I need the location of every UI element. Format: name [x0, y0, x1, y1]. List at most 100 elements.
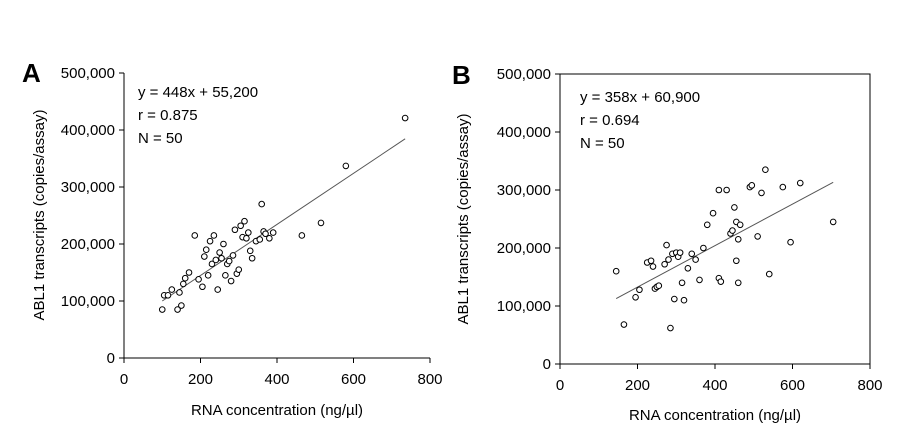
- data-point: [222, 272, 229, 279]
- data-point: [734, 236, 742, 243]
- data-point: [401, 114, 409, 122]
- data-point: [245, 229, 252, 236]
- data-point: [715, 186, 723, 194]
- data-point: [174, 306, 181, 313]
- data-point: [216, 249, 223, 256]
- y-tick-label: 400,000: [61, 122, 115, 139]
- annotation-text: r = 0.875: [138, 107, 198, 124]
- data-point: [201, 253, 208, 260]
- data-point: [179, 280, 187, 288]
- data-point: [229, 252, 237, 259]
- y-tick-label: 100,000: [61, 293, 115, 310]
- data-point: [317, 219, 325, 227]
- data-point: [765, 270, 773, 278]
- data-point: [700, 244, 707, 252]
- data-point: [248, 254, 256, 262]
- data-point: [649, 263, 657, 270]
- data-point: [655, 282, 663, 290]
- x-tick-label: 800: [857, 377, 882, 394]
- data-point: [218, 254, 225, 262]
- y-tick-label: 100,000: [497, 298, 551, 315]
- data-point: [796, 179, 804, 187]
- data-point: [696, 276, 703, 284]
- y-tick-label: 0: [107, 350, 115, 367]
- data-point: [688, 250, 696, 258]
- x-tick-label: 0: [120, 371, 128, 388]
- y-tick-label: 500,000: [61, 65, 115, 82]
- data-point: [676, 249, 684, 256]
- data-point: [703, 221, 711, 229]
- annotation-text: r = 0.694: [580, 112, 640, 129]
- annotation-text: y = 448x + 55,200: [138, 84, 258, 101]
- data-point: [168, 286, 176, 293]
- data-point: [684, 265, 692, 272]
- data-point: [678, 279, 686, 287]
- data-point: [829, 218, 837, 226]
- data-point: [181, 274, 189, 282]
- data-point: [214, 286, 222, 293]
- data-point: [176, 289, 183, 296]
- data-point: [191, 232, 199, 239]
- data-point: [736, 221, 744, 229]
- data-point: [231, 226, 239, 234]
- y-tick-label: 500,000: [497, 66, 551, 83]
- x-tick-label: 600: [341, 371, 366, 388]
- data-point: [210, 232, 218, 239]
- data-point: [663, 241, 670, 249]
- x-tick-label: 800: [417, 371, 442, 388]
- y-axis-title: ABL1 transcripts (copies/assay): [31, 110, 48, 321]
- data-point: [723, 186, 730, 194]
- data-point: [636, 286, 643, 294]
- x-tick-label: 200: [188, 371, 213, 388]
- x-tick-label: 600: [780, 377, 805, 394]
- data-point: [243, 235, 250, 242]
- panel-label: A: [22, 58, 41, 88]
- data-point: [717, 278, 725, 285]
- data-point: [733, 257, 740, 265]
- data-point: [647, 257, 655, 265]
- data-point: [241, 217, 248, 225]
- data-point: [269, 229, 277, 236]
- trendline: [615, 181, 834, 300]
- x-tick-label: 400: [702, 377, 727, 394]
- data-point: [258, 200, 266, 208]
- data-point: [729, 227, 736, 234]
- data-point: [734, 279, 742, 287]
- data-point: [779, 183, 787, 191]
- data-point: [620, 321, 628, 328]
- data-point: [612, 267, 620, 275]
- data-point: [220, 240, 227, 248]
- data-point: [237, 222, 244, 230]
- data-point: [667, 324, 674, 332]
- y-axis-title: ABL1 transcripts (copies/assay): [455, 114, 472, 325]
- data-point: [199, 283, 206, 291]
- data-point: [762, 166, 769, 173]
- data-point: [665, 256, 672, 263]
- data-point: [158, 306, 166, 313]
- data-point: [266, 235, 273, 242]
- data-point: [632, 294, 639, 301]
- annotation-text: N = 50: [138, 130, 183, 147]
- data-point: [262, 230, 269, 238]
- y-tick-label: 200,000: [61, 236, 115, 253]
- annotation-text: N = 50: [580, 135, 625, 152]
- data-point: [787, 238, 794, 246]
- data-point: [235, 266, 243, 273]
- data-point: [208, 260, 216, 268]
- y-tick-label: 200,000: [497, 240, 551, 257]
- x-tick-label: 400: [264, 371, 289, 388]
- x-tick-label: 0: [556, 377, 564, 394]
- x-tick-label: 200: [625, 377, 650, 394]
- data-point: [731, 204, 738, 211]
- trendline: [161, 138, 406, 302]
- data-point: [754, 233, 761, 240]
- y-tick-label: 300,000: [61, 179, 115, 196]
- x-axis-title: RNA concentration (ng/µl): [191, 402, 363, 419]
- data-point: [661, 260, 668, 268]
- data-point: [758, 189, 765, 197]
- data-point: [202, 246, 210, 253]
- data-point: [185, 269, 193, 276]
